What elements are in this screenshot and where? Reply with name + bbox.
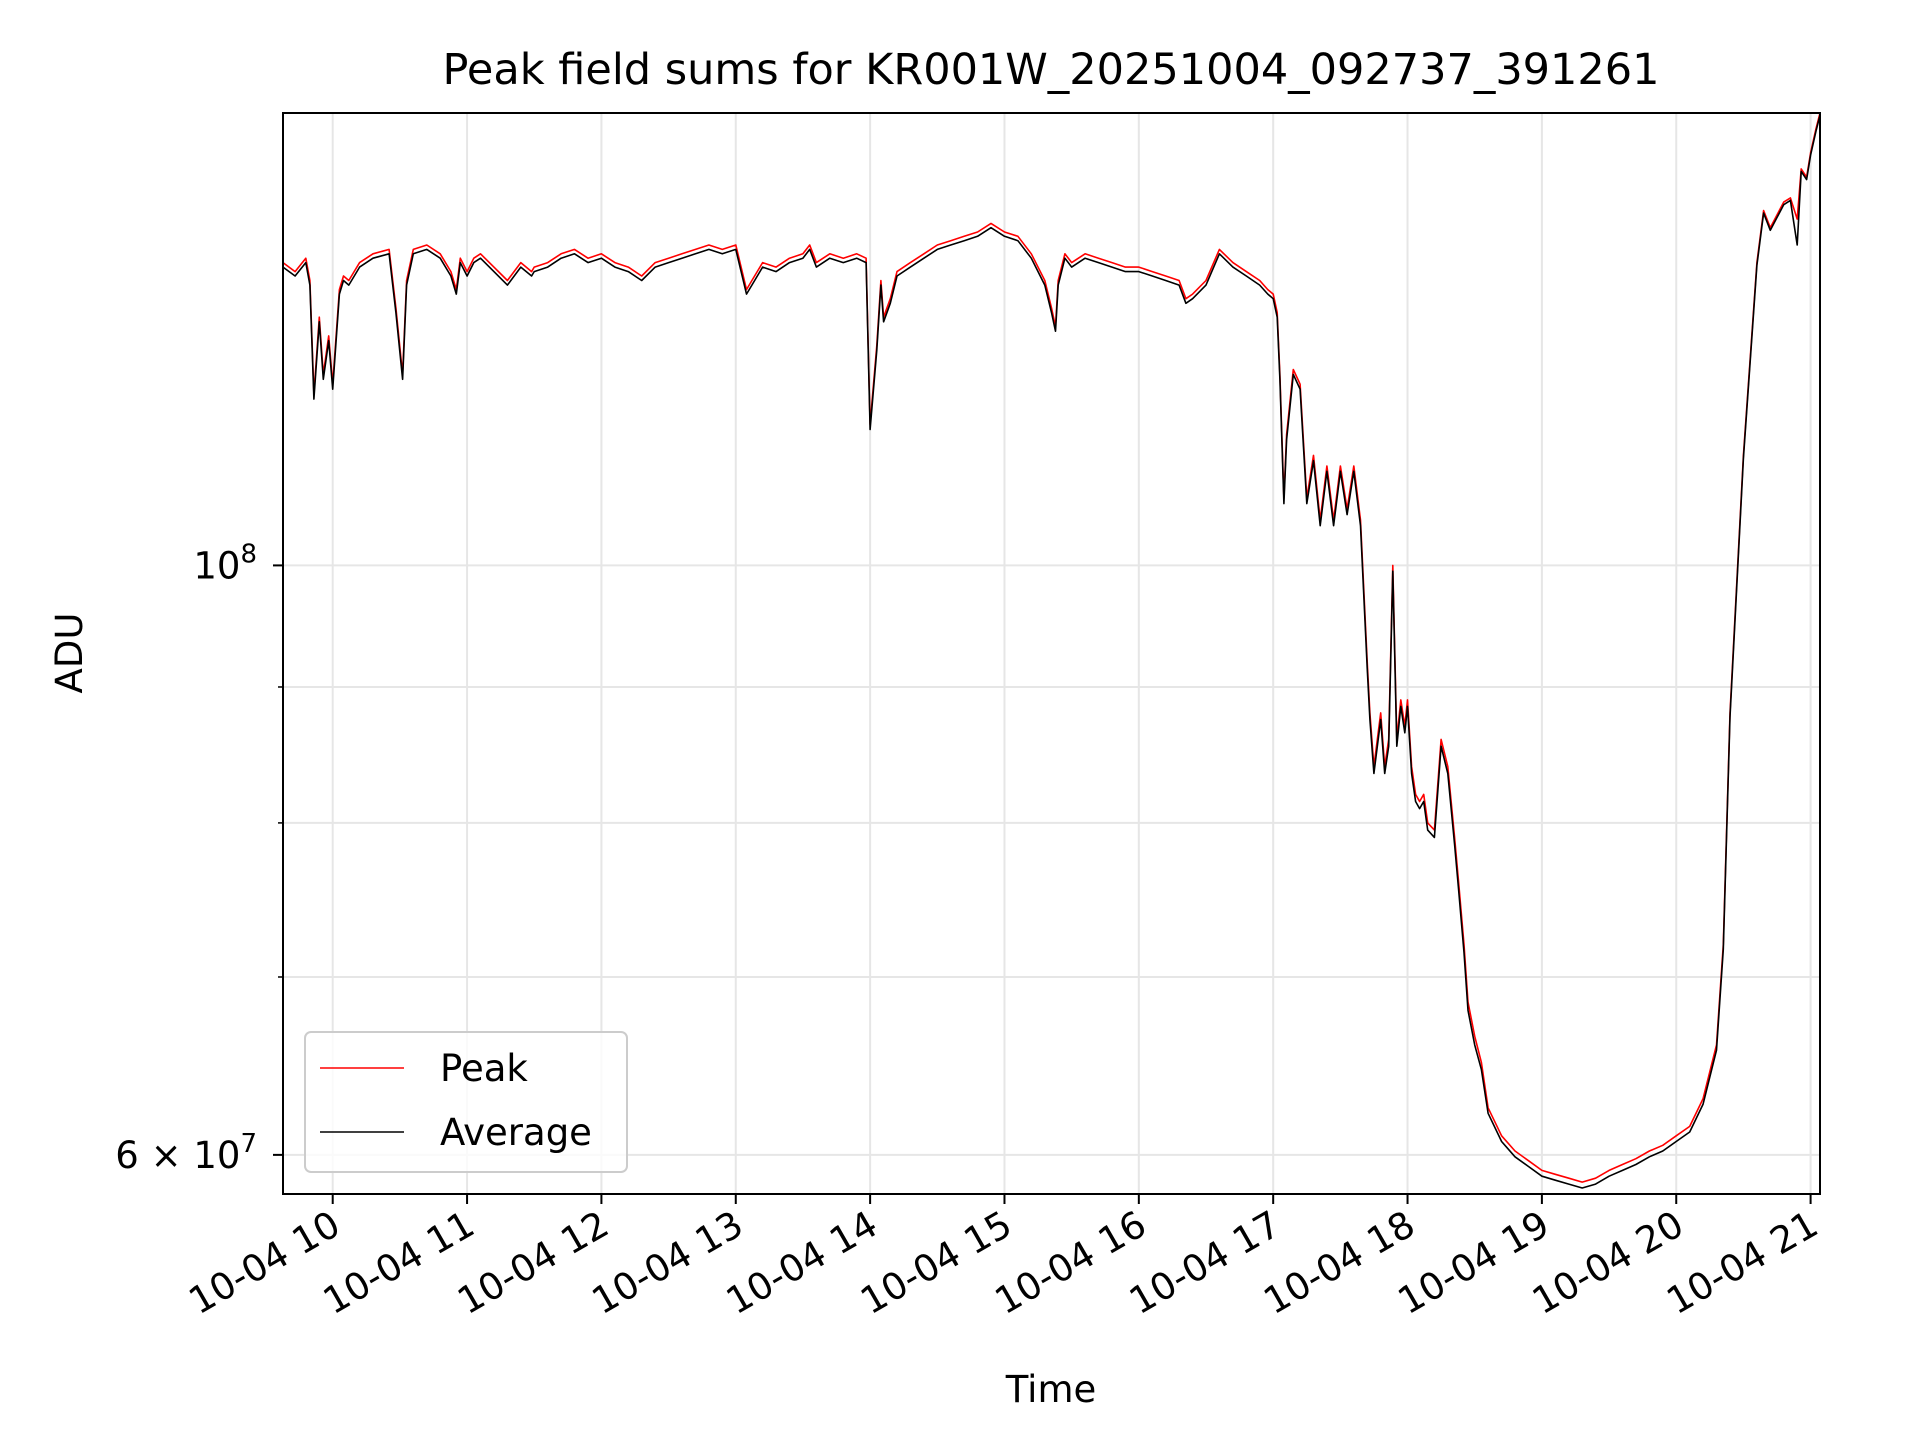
legend: Peak Average: [304, 1031, 628, 1173]
y-ticks: 108 6 × 107: [115, 539, 283, 1177]
y-tick-label: 108: [193, 539, 257, 587]
series-line-average: [283, 115, 1820, 1189]
legend-label-peak: Peak: [440, 1047, 528, 1090]
x-axis-label: Time: [1005, 1368, 1097, 1411]
chart-title: Peak field sums for KR001W_20251004_0927…: [443, 45, 1660, 95]
series-line-peak: [283, 113, 1820, 1183]
legend-box: [304, 1031, 628, 1173]
y-axis-label: ADU: [48, 613, 91, 694]
y-tick-label: 6 × 107: [115, 1129, 257, 1177]
legend-label-average: Average: [440, 1111, 592, 1154]
series-group: [283, 113, 1820, 1189]
plot-frame: [282, 112, 1821, 1195]
